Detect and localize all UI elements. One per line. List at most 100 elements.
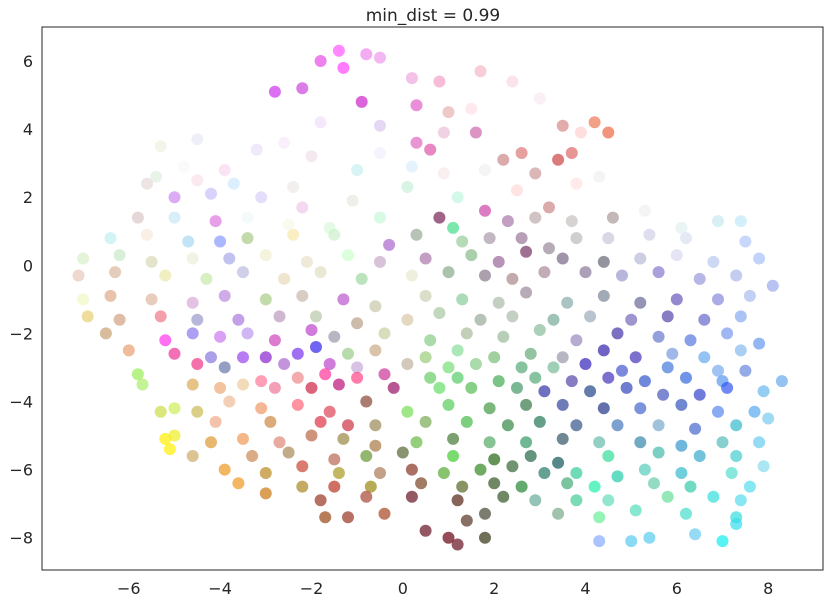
data-point [533, 415, 546, 428]
data-point [332, 44, 345, 57]
data-point [565, 375, 578, 388]
data-point [689, 528, 702, 541]
data-point [753, 252, 766, 265]
x-tick-label: 4 [580, 579, 590, 598]
data-point [497, 153, 510, 166]
data-point [533, 92, 546, 105]
data-point [597, 402, 610, 415]
data-point [278, 136, 291, 149]
data-point [168, 191, 181, 204]
data-point [364, 480, 377, 493]
data-point [259, 249, 272, 262]
data-point [606, 211, 619, 224]
data-point [643, 531, 656, 544]
data-point [634, 252, 647, 265]
data-point [433, 307, 446, 319]
plot-frame [41, 26, 824, 571]
data-point [634, 402, 647, 415]
x-tick-label: 2 [489, 579, 499, 598]
data-point [588, 480, 601, 493]
chart-title: min_dist = 0.99 [366, 6, 501, 26]
data-point [684, 334, 697, 347]
data-point [186, 378, 199, 391]
data-point [693, 450, 706, 462]
data-point [602, 494, 615, 507]
data-point [328, 228, 341, 241]
data-point [159, 432, 172, 445]
data-point [570, 419, 583, 432]
data-point [433, 211, 446, 224]
data-point [734, 310, 747, 323]
data-point [159, 269, 172, 282]
data-point [186, 296, 199, 309]
data-point [136, 378, 149, 391]
data-point [401, 313, 414, 326]
data-point [570, 467, 583, 479]
data-point [721, 381, 734, 394]
data-point [241, 211, 254, 224]
data-point [296, 201, 309, 214]
data-point [666, 347, 679, 360]
data-point [77, 252, 90, 265]
data-point [488, 477, 501, 490]
data-point [661, 310, 674, 323]
data-point [405, 160, 418, 173]
data-point [680, 232, 692, 245]
data-point [469, 358, 482, 370]
data-point [492, 255, 505, 268]
data-point [241, 232, 254, 245]
data-point [296, 289, 309, 302]
data-point [163, 443, 176, 456]
data-point [287, 181, 300, 193]
data-point [328, 480, 341, 493]
data-point [168, 347, 181, 360]
y-tick-label: 4 [23, 120, 33, 139]
data-point [191, 313, 204, 326]
data-point [342, 347, 354, 360]
data-point [538, 266, 551, 279]
data-point [360, 450, 373, 462]
data-point [556, 119, 569, 132]
data-point [415, 477, 428, 490]
data-point [693, 388, 706, 401]
data-point [237, 351, 249, 364]
data-point [437, 467, 450, 479]
data-point [72, 269, 85, 282]
data-point [360, 48, 373, 61]
data-point [291, 347, 304, 360]
data-point [529, 371, 542, 384]
data-point [291, 371, 304, 384]
data-point [447, 432, 460, 445]
y-tick-label: 6 [23, 52, 33, 71]
data-point [209, 415, 222, 428]
data-point [424, 371, 437, 384]
data-point [314, 55, 327, 67]
data-point [602, 371, 615, 384]
data-point [474, 313, 487, 326]
data-point [721, 327, 734, 340]
data-point [538, 467, 551, 479]
data-point [552, 456, 565, 469]
data-point [451, 344, 464, 357]
data-point [264, 415, 277, 428]
data-point [547, 361, 560, 374]
data-point [237, 432, 249, 445]
data-point [456, 480, 469, 493]
data-point [456, 293, 469, 306]
data-point [757, 385, 770, 398]
data-point [520, 398, 533, 411]
data-point [602, 232, 615, 245]
data-point [250, 143, 263, 156]
data-point [579, 358, 592, 370]
data-point [360, 395, 373, 408]
data-point [684, 480, 697, 493]
data-point [442, 398, 455, 411]
data-point [268, 85, 281, 98]
data-point [488, 351, 501, 364]
data-point [648, 477, 660, 490]
data-point [154, 405, 167, 418]
data-point [186, 252, 199, 265]
data-point [150, 170, 163, 183]
data-point [584, 385, 597, 398]
data-point [259, 351, 272, 364]
